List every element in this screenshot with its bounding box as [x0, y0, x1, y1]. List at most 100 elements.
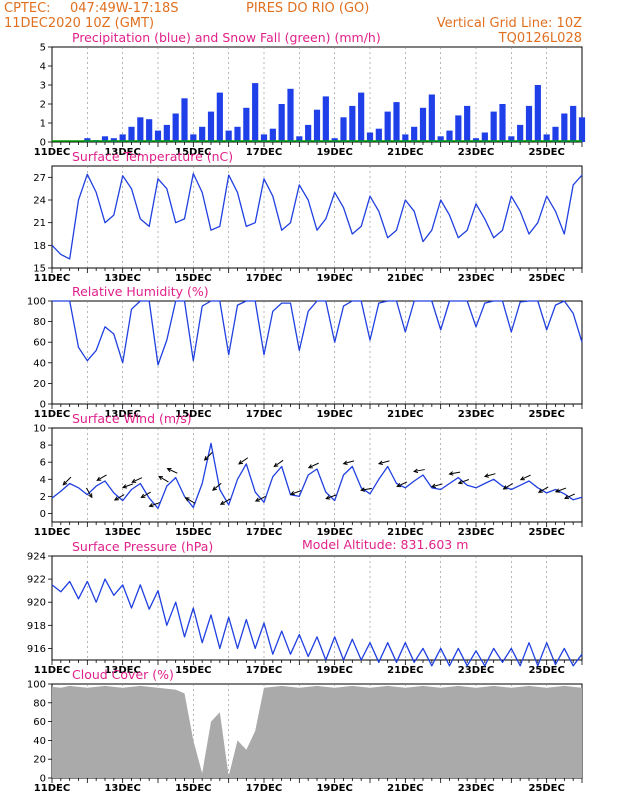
wind-arrow-shaft [361, 487, 372, 491]
x-tick-label: 25DEC [528, 273, 564, 284]
precip-bar [305, 124, 312, 142]
wind-arrow-shaft [308, 462, 319, 469]
precip-bar [278, 104, 285, 142]
wind-arrow [122, 483, 134, 489]
x-tick-label: 21DEC [387, 783, 423, 794]
x-tick-label: 11DEC [34, 273, 70, 284]
x-tick-label: 17DEC [246, 273, 282, 284]
precip-bar [472, 138, 480, 142]
x-tick-label: 13DEC [104, 409, 140, 420]
panel-frame [51, 300, 583, 405]
precip-bar [419, 107, 427, 142]
wind-arrow [430, 483, 443, 489]
precip-bar [490, 111, 497, 142]
wind-arrow-shaft [431, 483, 443, 488]
wind-arrow-shaft [131, 477, 143, 483]
wind-arrow-shaft [122, 483, 134, 488]
wind-arrow-shaft [220, 498, 231, 505]
precip-bar [331, 138, 338, 142]
wind-arrow-head [483, 473, 489, 478]
wind-arrow-shaft [62, 476, 72, 486]
wind-arrow-head [131, 478, 137, 483]
wind-arrow [158, 475, 169, 483]
wind-arrow [62, 476, 72, 486]
wind-arrow-head [377, 460, 383, 465]
precip-bar [411, 126, 418, 142]
wind-arrow [564, 493, 576, 500]
y-tick-label: 6 [40, 458, 46, 469]
x-tick-label: 21DEC [387, 409, 423, 420]
wind-arrow-head [289, 491, 295, 496]
wind-arrow-shaft [326, 494, 337, 500]
wind-arrow-head [325, 495, 331, 500]
wind-arrow [325, 494, 337, 500]
precip-bar [296, 136, 303, 142]
x-tick-label: 23DEC [458, 665, 494, 676]
wind-arrow [184, 497, 196, 504]
x-tick-label: 17DEC [246, 147, 282, 158]
wind-arrow-head [122, 484, 128, 489]
x-tick-label: 13DEC [104, 147, 140, 158]
wind-arrow-head [413, 468, 419, 474]
precip-bar [446, 130, 453, 142]
wind-arrow-head [96, 476, 102, 481]
wind-arrow [377, 460, 390, 465]
wind-arrow [413, 468, 425, 474]
wind-arrow-shaft [255, 496, 266, 502]
y-tick-label: 40 [33, 736, 46, 747]
x-tick-label: 17DEC [246, 409, 282, 420]
y-tick-label: 4 [40, 62, 46, 73]
y-tick-label: 0 [40, 774, 46, 785]
wind-arrow-shaft [449, 471, 461, 475]
y-tick-label: 27 [33, 173, 46, 184]
precip-bar [252, 83, 259, 142]
y-tick-label: 100 [27, 297, 46, 308]
x-tick-label: 19DEC [316, 527, 352, 538]
wind-arrow-shaft [555, 487, 567, 493]
wind-arrow-shaft [274, 459, 284, 467]
wind-arrow [273, 459, 284, 468]
panel-title: Precipitation (blue) and Snow Fall (gree… [72, 30, 381, 45]
panel-0: 11DEC 13DEC 15DEC 17DEC 19DEC 21DEC 23DEC 25DEC… [34, 30, 586, 158]
x-tick-label: 23DEC [458, 273, 494, 284]
x-tick-label: 11DEC [34, 409, 70, 420]
wind-arrow-head [430, 483, 436, 489]
wind-arrow-head [554, 488, 560, 493]
wind-arrow-shaft [414, 469, 425, 472]
panel-title: Surface Temperature (nC) [72, 149, 233, 164]
panel-frame [51, 165, 583, 269]
x-tick-label: 15DEC [175, 409, 211, 420]
wind-arrow-head [457, 479, 463, 485]
y-tick-label: 80 [33, 317, 46, 328]
y-tick-label: 15 [33, 264, 46, 275]
wind-arrow-head [88, 493, 93, 499]
wind-arrow-head [184, 497, 190, 502]
panel-4: 11DEC 13DEC 15DEC 17DEC 19DEC 21DEC 23DEC 25DEC… [27, 539, 583, 676]
y-tick-label: 3 [40, 81, 46, 92]
panel-title: Cloud Cover (%) [72, 667, 174, 682]
wind-arrow [554, 487, 567, 493]
wind-arrow [448, 471, 461, 476]
precip-bar [402, 134, 409, 142]
cloud-cover-area [52, 685, 582, 778]
wind-arrow-head [148, 503, 154, 508]
header-model-code: TQ0126L028 [498, 31, 582, 46]
wind-arrow-head [62, 480, 68, 486]
header-date: 11DEC2020 10Z (GMT) [4, 16, 154, 31]
wind-arrow-head [113, 496, 119, 501]
x-tick-label: 15DEC [175, 147, 211, 158]
wind-arrow-head [519, 476, 525, 481]
precip-bar [455, 115, 462, 142]
wind-arrow [140, 491, 151, 498]
precip-bar [499, 104, 506, 142]
x-tick-label: 25DEC [528, 409, 564, 420]
model-altitude: Model Altitude: 831.603 m [302, 537, 468, 552]
wind-arrow-head [502, 485, 508, 490]
panels: 11DEC 13DEC 15DEC 17DEC 19DEC 21DEC 23DEC 25DEC… [27, 30, 586, 794]
y-tick-label: 100 [27, 680, 46, 691]
wind-arrow-head [448, 471, 454, 476]
x-tick-label: 23DEC [458, 147, 494, 158]
y-tick-label: 922 [27, 575, 46, 586]
x-tick-label: 13DEC [104, 665, 140, 676]
y-tick-label: 18 [33, 241, 46, 252]
